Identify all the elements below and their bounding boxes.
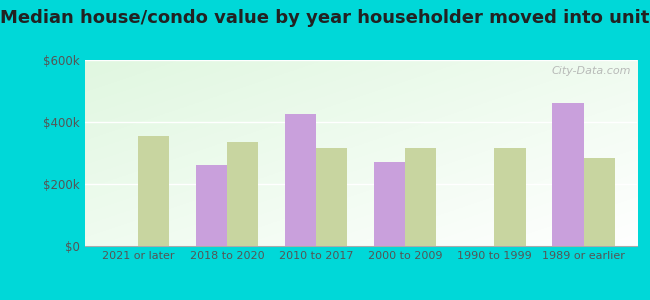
Bar: [584, 158, 615, 246]
Bar: [227, 142, 258, 246]
Bar: [138, 136, 169, 246]
Bar: [552, 103, 584, 246]
Bar: [406, 148, 437, 246]
Bar: [285, 114, 316, 246]
Text: Median house/condo value by year householder moved into unit: Median house/condo value by year househo…: [0, 9, 650, 27]
Bar: [495, 148, 526, 246]
Bar: [196, 165, 227, 246]
Text: City-Data.com: City-Data.com: [552, 66, 632, 76]
Bar: [374, 162, 406, 246]
Bar: [316, 148, 347, 246]
